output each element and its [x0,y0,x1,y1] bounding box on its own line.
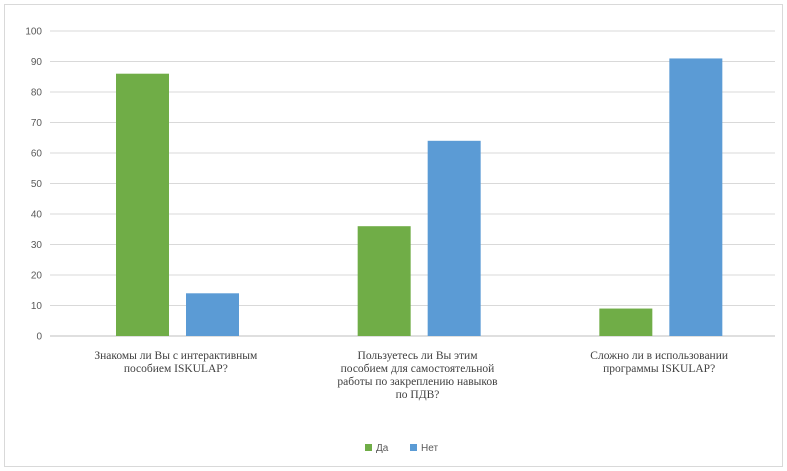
bar-da-0 [116,73,169,336]
legend-label: Нет [421,443,438,454]
category-label-line: пособием ISKULAP? [124,363,228,375]
bars [116,58,723,336]
category-label-line: программы ISKULAP? [603,363,715,375]
legend-swatch [365,444,372,451]
category-label-line: пособием для самостоятельной [341,363,495,375]
y-tick-label: 20 [31,271,43,282]
legend-swatch [410,444,417,451]
bar-net-1 [427,140,481,336]
category-label-line: Пользуетесь ли Вы этим [358,350,479,362]
bar-da-1 [357,226,411,336]
category-label-line: Сложно ли в использовании [590,350,728,362]
bar-net-2 [669,58,723,336]
y-tick-label: 0 [36,332,42,343]
category-label-line: Знакомы ли Вы с интерактивным [94,350,258,362]
y-tick-label: 60 [31,149,43,160]
y-tick-label: 10 [31,301,43,312]
category-label-line: работы по закреплению навыков [337,376,498,388]
legend-label: Да [376,443,389,454]
y-tick-label: 30 [31,240,43,251]
y-tick-label: 90 [31,57,43,68]
legend-item-net: Нет [410,443,438,454]
y-tick-label: 50 [31,179,43,190]
bar-net-0 [186,293,239,336]
bar-da-2 [599,308,653,336]
y-tick-label: 70 [31,118,43,129]
y-tick-label: 40 [31,210,43,221]
y-tick-label: 100 [25,27,42,38]
legend-item-da: Да [365,443,389,454]
category-label-line: по ПДВ? [396,389,440,401]
legend: Да Нет [365,443,438,454]
y-axis-ticks: 0 10 20 30 40 50 60 70 80 90 100 [25,27,42,343]
y-tick-label: 80 [31,88,43,99]
gridlines [50,30,775,337]
